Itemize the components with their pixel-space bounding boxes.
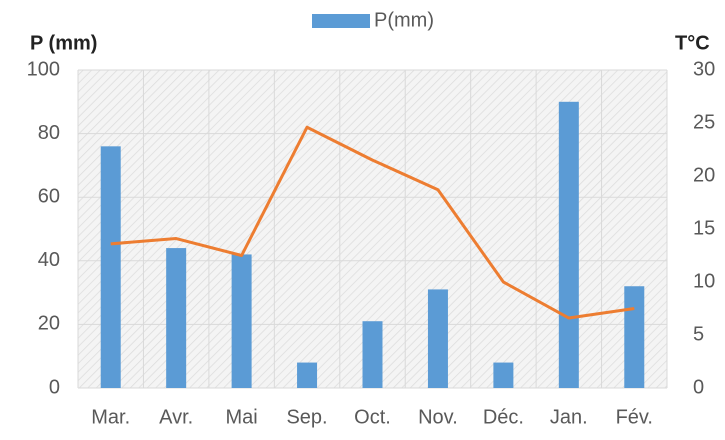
y-tick-label: 100 [27, 58, 60, 80]
y-axis-title: P (mm) [30, 32, 97, 54]
y2-tick-label: 0 [693, 376, 704, 398]
bar [166, 248, 187, 388]
legend-label: P(mm) [374, 9, 434, 31]
legend-swatch [312, 14, 370, 28]
x-tick-label: Fév. [616, 406, 653, 428]
y-tick-label: 40 [38, 249, 60, 271]
x-tick-label: Mai [225, 406, 257, 428]
x-tick-label: Avr. [159, 406, 193, 428]
bar [100, 146, 121, 388]
x-tick-label: Nov. [418, 406, 458, 428]
y-tick-label: 80 [38, 122, 60, 144]
bar [231, 254, 252, 388]
y-tick-label: 0 [49, 376, 60, 398]
y2-tick-label: 25 [693, 111, 715, 133]
y2-tick-label: 30 [693, 58, 715, 80]
bar [493, 362, 514, 388]
line [110, 125, 635, 320]
x-tick-label: Sep. [286, 406, 327, 428]
x-tick-label: Oct. [354, 406, 391, 428]
y2-tick-label: 10 [693, 270, 715, 292]
x-tick-label: Jan. [550, 406, 588, 428]
bar [362, 321, 383, 388]
y-tick-label: 20 [38, 313, 60, 335]
y2-tick-label: 20 [693, 164, 715, 186]
bar [297, 362, 318, 388]
bar [558, 101, 579, 389]
x-tick-label: Mar. [91, 406, 130, 428]
x-tick-label: Déc. [483, 406, 524, 428]
y2-tick-label: 5 [693, 323, 704, 345]
y2-axis-title: T°C [675, 32, 710, 54]
y2-tick-label: 15 [693, 217, 715, 239]
y-tick-label: 60 [38, 185, 60, 207]
bar [624, 286, 645, 388]
bar [427, 289, 448, 388]
